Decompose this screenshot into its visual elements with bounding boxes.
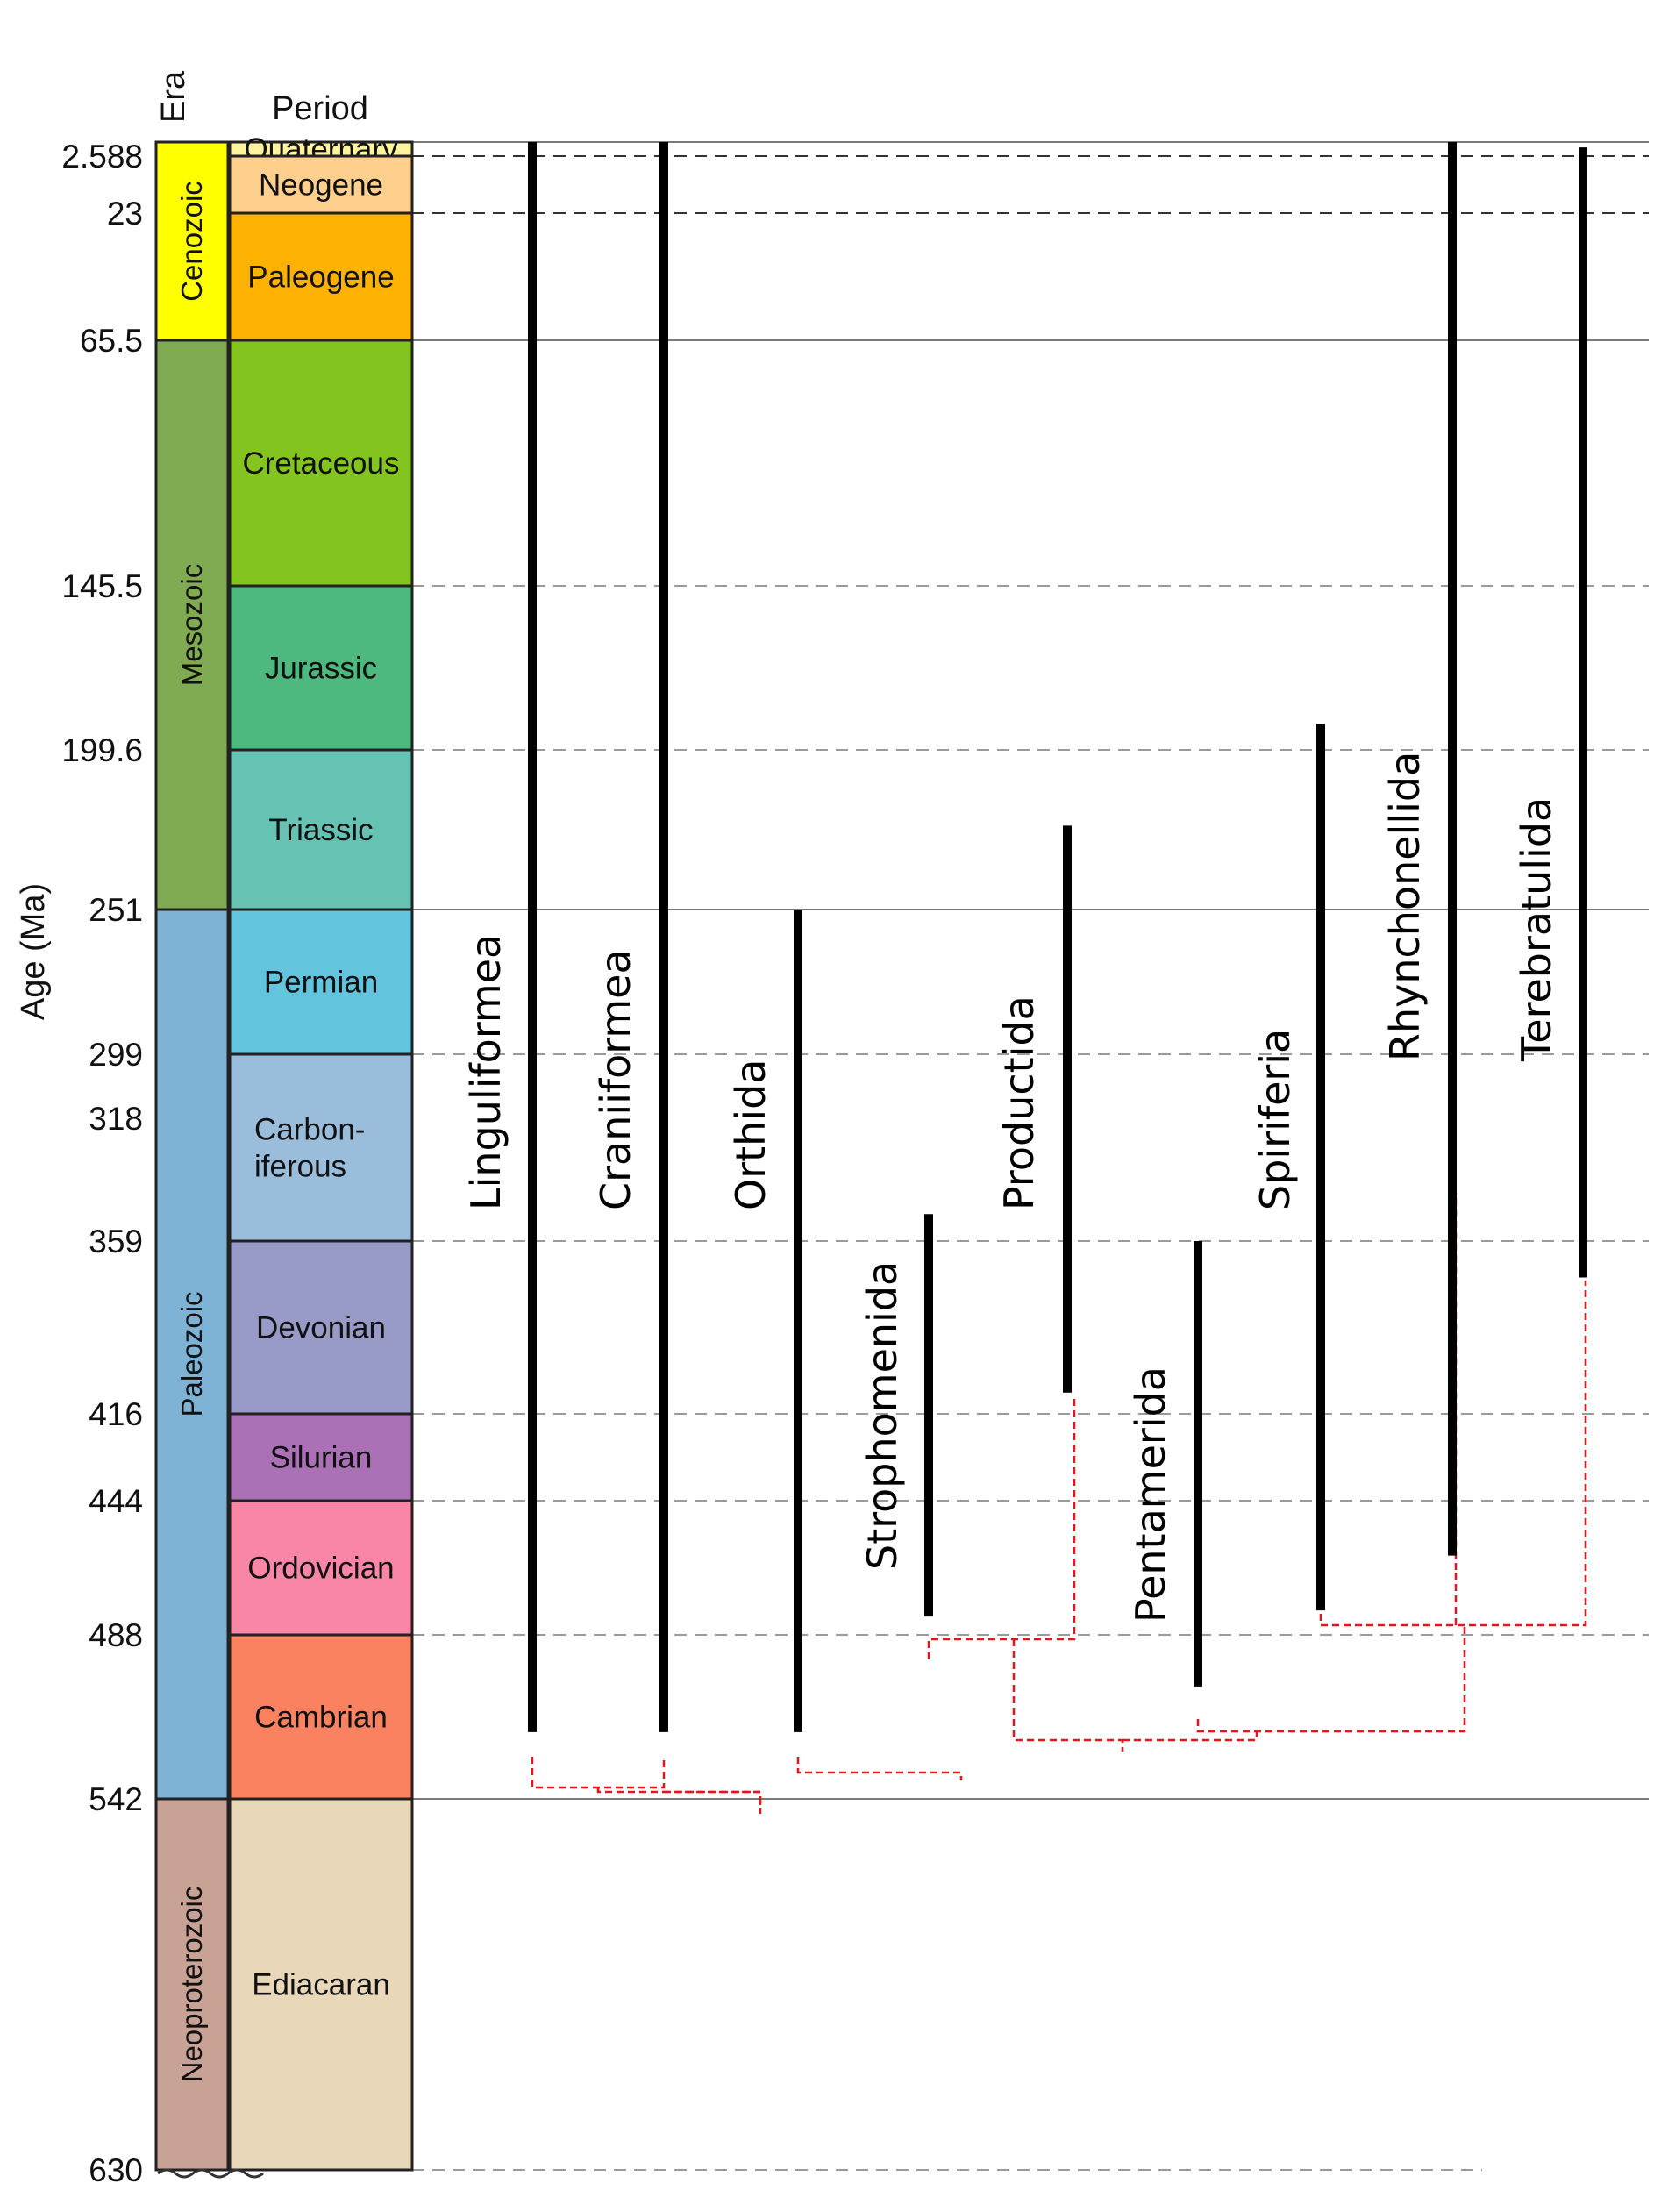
taxon-label-terebratulida: Terebratulida [1513, 797, 1560, 1062]
phylogeny-connectors [531, 1193, 1587, 1814]
age-tick-label: 65.5 [80, 323, 143, 359]
period-block-cambrian [228, 1633, 414, 1801]
era-block-mesozoic [154, 339, 230, 911]
period-block-permian [228, 908, 414, 1056]
period-block-jurassic [228, 584, 414, 752]
period-block-ordovician [228, 1499, 414, 1637]
age-tick-label: 359 [89, 1224, 143, 1259]
phylogeny-branch [796, 1757, 963, 1780]
phylogeny-branch [927, 1395, 1076, 1659]
era-header: Era [155, 70, 192, 123]
era-block-paleozoic [154, 908, 230, 1801]
taxon-label-strophomenida: Strophomenida [859, 1261, 906, 1570]
era-label: Cenozoic [175, 181, 208, 302]
age-tick-label: 2.588 [61, 139, 143, 175]
unconformity-wave [157, 2168, 264, 2179]
taxon-label-orthida: Orthida [727, 1060, 774, 1210]
age-tick-label: 318 [89, 1101, 143, 1137]
period-label: Permian [264, 966, 378, 1000]
era-column: Cenozoic Mesozoic Paleozoic Neoproterozoic [154, 140, 230, 2172]
age-tick-label: 488 [89, 1617, 143, 1653]
period-block-ediacaran [228, 1797, 414, 2172]
age-axis-ticks: 2.588 23 65.5 145.5 199.6 251 299 318 359 416 444 4… [61, 139, 143, 2188]
taxon-label-craniiformea: Craniiformea [592, 949, 639, 1210]
boundary-lines [412, 141, 1649, 2171]
period-label: Silurian [270, 1441, 373, 1475]
taxon-label-productida: Productida [995, 995, 1043, 1210]
taxon-label-linguliformea: Linguliformea [462, 934, 510, 1210]
phylogeny-branch [1123, 1731, 1258, 1742]
period-column: QuaternaryNeogenePaleogeneCretaceousJura… [228, 132, 414, 2172]
phylogeny-branch [1012, 1639, 1124, 1752]
age-axis-title: Age (Ma) [15, 883, 52, 1020]
taxon-range-bars [528, 142, 1587, 1732]
period-label: Devonian [256, 1311, 386, 1345]
age-tick-label: 542 [89, 1781, 143, 1817]
taxon-label-rhynchonellida: Rhynchonellida [1381, 752, 1429, 1061]
period-label: Cambrian [254, 1701, 388, 1735]
period-label: Carbon- [254, 1113, 365, 1147]
period-header: Period [272, 90, 368, 127]
age-tick-label: 23 [107, 196, 143, 232]
phylogeny-branch [531, 1757, 666, 1789]
era-block-cenozoic [154, 140, 230, 342]
age-tick-label: 630 [89, 2152, 143, 2188]
age-tick-label: 444 [89, 1483, 143, 1519]
era-label: Mesozoic [175, 564, 208, 686]
age-tick-label: 145.5 [61, 568, 143, 604]
taxon-label-spiriferia: Spiriferia [1251, 1029, 1299, 1210]
period-block-triassic [228, 748, 414, 911]
period-label: Cretaceous [243, 446, 400, 481]
period-block-silurian [228, 1412, 414, 1502]
period-block-carboniferous [228, 1052, 414, 1243]
age-tick-label: 299 [89, 1037, 143, 1073]
age-tick-label: 416 [89, 1396, 143, 1432]
era-label: Neoproterozoic [175, 1887, 208, 2083]
phylogeny-branch [1319, 1281, 1587, 1627]
period-label: Ordovician [247, 1552, 394, 1586]
period-label: Triassic [268, 813, 373, 847]
age-tick-label: 251 [89, 892, 143, 928]
taxon-labels: Linguliformea Craniiformea Orthida Strophom… [462, 752, 1560, 1623]
phylogeny-branch [1196, 1623, 1466, 1733]
period-block-paleogene [228, 211, 414, 342]
era-block-neoproterozoic [154, 1797, 230, 2172]
period-label: Ediacaran [252, 1968, 390, 2002]
period-label: Jurassic [265, 652, 377, 686]
taxon-label-pentamerida: Pentamerida [1127, 1366, 1174, 1623]
age-tick-label: 199.6 [61, 732, 143, 768]
period-label: Neogene [259, 168, 383, 203]
period-label: Paleogene [247, 260, 394, 295]
period-label: iferous [254, 1150, 346, 1184]
period-block-neogene [228, 154, 414, 215]
era-label: Paleozoic [175, 1291, 208, 1416]
